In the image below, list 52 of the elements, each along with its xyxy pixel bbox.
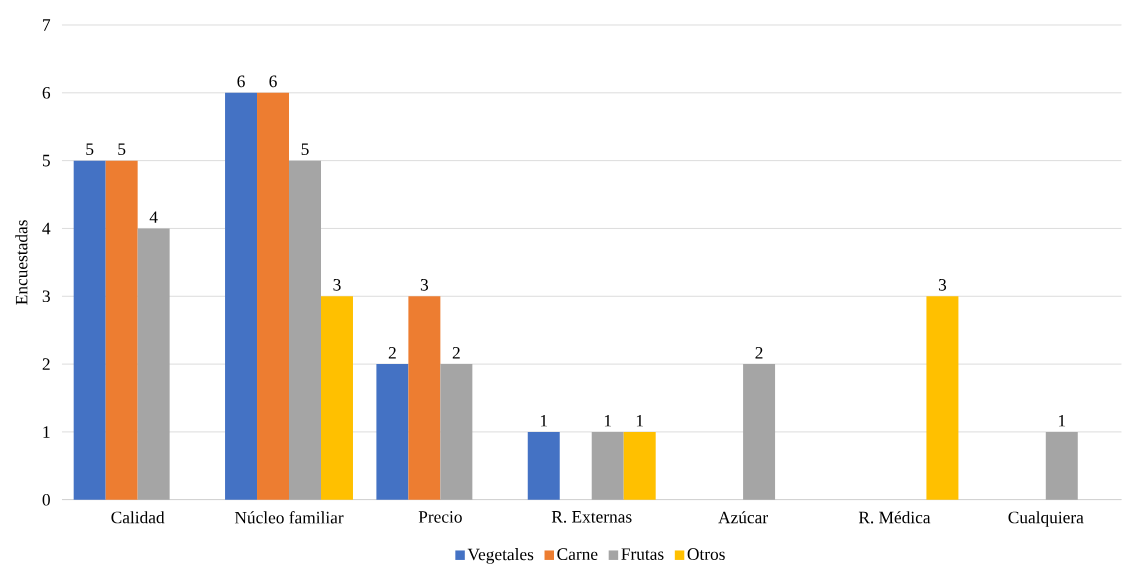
data-label: 1 <box>636 415 643 427</box>
y-tick-label: 7 <box>43 19 51 31</box>
bar <box>440 364 473 500</box>
data-label: 2 <box>452 347 460 359</box>
y-tick-label: 4 <box>42 222 51 235</box>
data-label: 3 <box>938 279 947 291</box>
y-axis-title: Encuestadas <box>15 220 28 305</box>
data-label: 5 <box>301 143 309 156</box>
data-label: 4 <box>149 211 158 223</box>
bar <box>137 228 170 500</box>
bar <box>321 296 353 500</box>
bar <box>376 364 409 500</box>
y-tick-label: 1 <box>43 426 50 438</box>
y-tick-label: 5 <box>42 155 50 167</box>
bar <box>408 296 441 500</box>
legend-label: Otros <box>687 548 725 561</box>
x-tick-label: R. Externas <box>551 511 632 523</box>
data-label: 5 <box>86 143 94 156</box>
bar <box>73 160 106 500</box>
bar <box>105 160 138 500</box>
data-label: 2 <box>388 347 396 359</box>
x-tick-label: Cualquiera <box>1008 511 1084 527</box>
legend-label: Vegetales <box>467 548 534 564</box>
bar <box>1045 432 1078 500</box>
x-tick-label: Precio <box>418 511 462 523</box>
bar <box>225 92 258 500</box>
data-label: 1 <box>540 415 548 427</box>
data-label: 2 <box>755 347 763 359</box>
data-label: 3 <box>333 279 341 291</box>
x-tick-label: Calidad <box>111 511 165 524</box>
x-tick-label: Núcleo familiar <box>234 511 344 524</box>
bar <box>289 160 321 500</box>
data-label: 6 <box>269 75 277 88</box>
bar <box>743 364 776 500</box>
bar <box>257 92 290 500</box>
y-tick-label: 3 <box>42 290 50 303</box>
data-label: 1 <box>1058 415 1066 427</box>
legend-label: Carne <box>557 548 598 561</box>
data-label: 5 <box>118 143 126 156</box>
y-tick-label: 6 <box>42 87 51 99</box>
y-tick-label: 2 <box>42 358 50 370</box>
legend-label: Frutas <box>621 548 664 561</box>
bar <box>527 432 560 500</box>
x-tick-label: R. Médica <box>858 511 931 524</box>
bar <box>623 432 656 500</box>
x-tick-label: Azúcar <box>718 511 768 524</box>
y-tick-label: 0 <box>42 494 50 506</box>
data-label: 6 <box>237 75 245 88</box>
data-label: 1 <box>604 415 612 427</box>
bar <box>591 432 624 500</box>
data-label: 3 <box>420 279 429 291</box>
bar <box>926 296 959 500</box>
